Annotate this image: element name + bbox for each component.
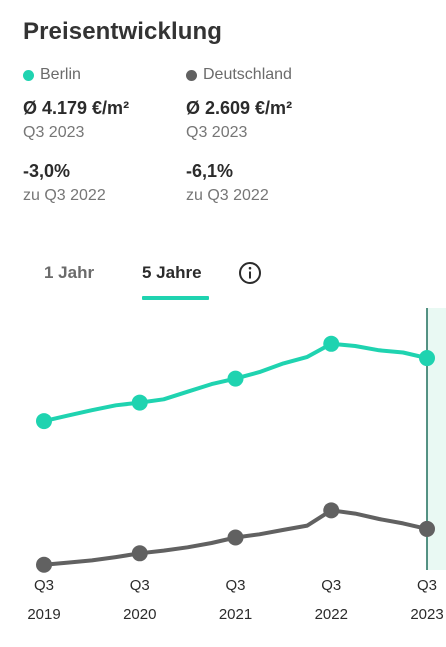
data-point-berlin-2020-Q3[interactable] [131,394,148,411]
period-deutschland: Q3 2023 [186,124,248,141]
data-point-deutschland-2020-Q3[interactable] [131,545,148,562]
data-point-berlin-2023-Q3[interactable] [419,350,435,367]
legend-label-berlin: Berlin [40,66,81,83]
change-ref-berlin: zu Q3 2022 [23,187,106,204]
tab-1-jahr[interactable]: 1 Jahr [44,263,95,282]
change-ref-deutschland: zu Q3 2022 [186,187,269,204]
price-berlin: Ø 4.179 €/m² [23,98,130,118]
change-deutschland: -6,1% [186,161,234,181]
data-point-berlin-2019-Q3[interactable] [36,413,52,430]
legend-berlin: Berlin Ø 4.179 €/m² Q3 2023 -3,0% zu Q3 … [23,64,223,207]
berlin-dot-icon [23,69,34,81]
x-tick-label-bottom-4: 2023 [410,606,443,623]
x-tick-label-bottom-0: 2019 [27,606,60,623]
data-point-deutschland-2023-Q3[interactable] [419,520,435,537]
data-point-berlin-2021-Q3[interactable] [227,370,244,387]
current-period-highlight [427,308,446,570]
legend-deutschland: Deutschland Ø 2.609 €/m² Q3 2023 -6,1% z… [186,64,386,207]
legend-label-deutschland: Deutschland [203,66,292,83]
x-tick-label-top-2: Q3 [225,577,245,594]
price-deutschland: Ø 2.609 €/m² [186,98,293,118]
period-tabs: 1 Jahr 5 Jahre [0,258,446,304]
change-berlin: -3,0% [23,161,71,181]
x-tick-label-top-4: Q3 [417,577,437,594]
data-point-deutschland-2022-Q3[interactable] [323,502,340,519]
info-circle-icon[interactable] [238,261,262,285]
page-title: Preisentwicklung [23,18,222,45]
x-tick-label-bottom-3: 2022 [315,606,348,623]
period-berlin: Q3 2023 [23,124,85,141]
data-point-berlin-2022-Q3[interactable] [323,335,340,352]
tab-5-jahre[interactable]: 5 Jahre [142,263,202,282]
x-tick-label-bottom-2: 2021 [219,606,252,623]
x-tick-label-top-0: Q3 [34,577,54,594]
data-point-deutschland-2019-Q3[interactable] [36,556,52,573]
x-tick-label-top-3: Q3 [321,577,341,594]
x-tick-label-top-1: Q3 [130,577,150,594]
deutschland-dot-icon [186,69,197,81]
active-tab-indicator [142,296,209,300]
x-tick-label-bottom-1: 2020 [123,606,156,623]
price-chart: Q3 2019 Q3 2020 Q3 2021 Q3 2022 Q3 2023 [27,308,446,623]
data-point-deutschland-2021-Q3[interactable] [227,529,244,546]
